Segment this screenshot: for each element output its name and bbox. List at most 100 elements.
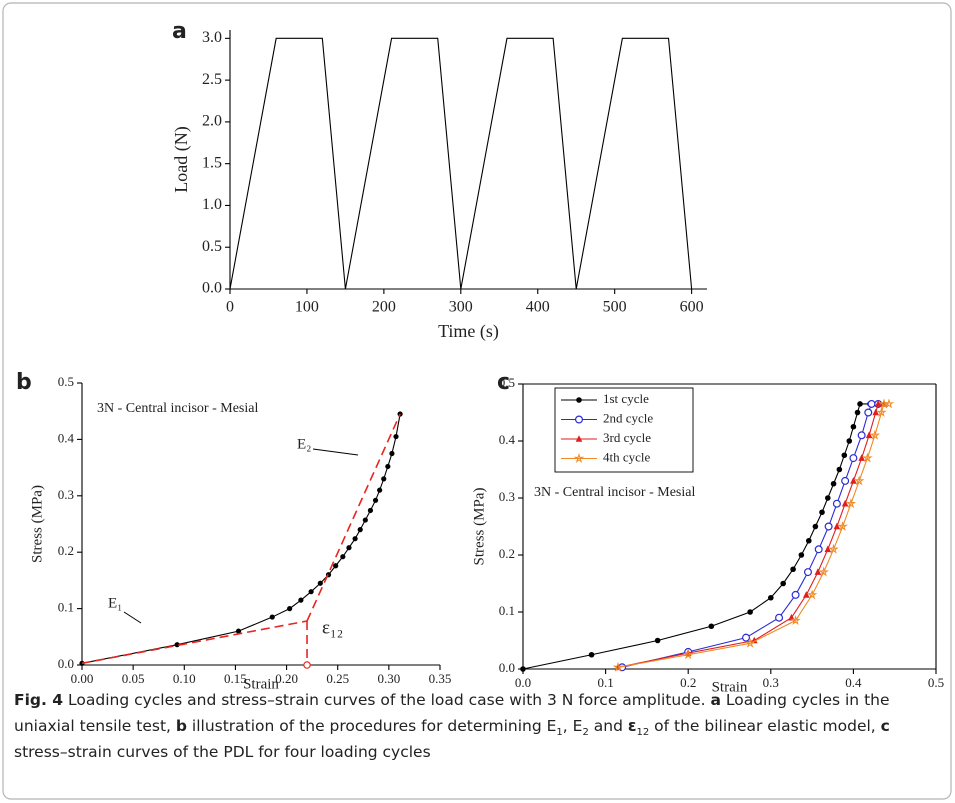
marker — [742, 633, 751, 642]
marker — [824, 522, 833, 531]
caption-text: b — [175, 717, 187, 735]
x-tick-label: 0.2 — [680, 675, 696, 690]
caption-text: 12 — [636, 727, 650, 739]
marker — [708, 623, 715, 630]
marker — [867, 399, 876, 408]
series-line — [617, 403, 889, 668]
marker — [803, 568, 812, 577]
marker — [876, 407, 887, 417]
marker — [747, 609, 753, 615]
marker — [333, 563, 339, 569]
legend-label: 4th cycle — [603, 449, 651, 464]
x-tick-label: 0.30 — [377, 671, 400, 686]
y-tick-label: 2.5 — [202, 71, 222, 88]
caption-text: ε — [627, 717, 637, 735]
legend-marker — [573, 452, 585, 463]
marker — [367, 507, 374, 514]
series-line — [229, 37, 693, 290]
x-tick-label: 0.3 — [763, 675, 779, 690]
x-tick-label: 0.05 — [122, 671, 145, 686]
y-tick-label: 3.0 — [202, 29, 222, 46]
y-tick-label: 0.3 — [58, 487, 74, 502]
marker — [828, 543, 839, 554]
caption-text: 2 — [582, 727, 589, 739]
marker — [854, 409, 861, 416]
x-tick-label: 0.00 — [71, 671, 94, 686]
y-tick-label: 0.5 — [202, 238, 222, 255]
x-tick-label: 0.20 — [275, 671, 298, 686]
marker — [830, 480, 837, 487]
marker — [287, 606, 293, 612]
marker — [790, 566, 796, 573]
x-tick-label: 0.4 — [845, 675, 862, 690]
marker — [818, 566, 829, 577]
marker — [588, 651, 595, 658]
caption: Fig. 4 Loading cycles and stress–strain … — [14, 687, 944, 765]
marker — [303, 661, 311, 669]
x-tick-label: 600 — [680, 298, 704, 315]
marker — [235, 628, 242, 634]
marker — [836, 466, 843, 473]
marker — [832, 499, 841, 508]
marker — [803, 591, 810, 598]
marker — [837, 520, 848, 531]
marker — [682, 649, 694, 660]
marker — [824, 545, 832, 553]
series-line — [81, 413, 401, 664]
marker — [389, 450, 395, 457]
marker — [857, 401, 863, 407]
marker — [872, 408, 880, 416]
y-tick-label: 0.0 — [58, 656, 74, 671]
y-tick-label: 0.4 — [58, 430, 75, 445]
series-line — [81, 620, 308, 665]
panel-letter: a — [172, 19, 187, 44]
marker — [790, 615, 801, 625]
x-tick-label: 0.10 — [173, 671, 196, 686]
legend-label: 3rd cycle — [603, 430, 651, 445]
x-tick-label: 200 — [372, 298, 396, 315]
caption-text: of the bilinear elastic model, — [649, 717, 881, 735]
marker — [269, 614, 275, 620]
marker — [377, 487, 383, 493]
x-tick-label: 0.25 — [326, 671, 349, 686]
annotation-arrow — [312, 448, 359, 456]
y-axis-label: Stress (MPa) — [29, 485, 45, 563]
y-tick-label: 0.0 — [499, 660, 515, 675]
y-tick-label: 0.1 — [499, 603, 515, 618]
marker — [744, 637, 756, 648]
marker — [798, 552, 805, 558]
y-tick-label: 0.5 — [499, 375, 515, 390]
marker — [791, 590, 800, 599]
caption-text: Loading cycles in the uniaxial tensile t… — [14, 691, 890, 735]
marker — [812, 523, 819, 530]
marker — [862, 452, 873, 463]
marker — [814, 568, 822, 575]
marker — [850, 423, 857, 430]
caption-text: a — [710, 691, 721, 709]
marker — [385, 463, 391, 470]
x-tick-label: 0.0 — [515, 675, 531, 690]
annotation: 3N - Central incisor - Mesial — [534, 485, 695, 500]
marker — [357, 527, 363, 533]
legend-label: 1st cycle — [603, 391, 649, 406]
marker — [850, 477, 857, 484]
marker — [833, 522, 841, 530]
legend-marker — [574, 415, 583, 424]
y-tick-label: 1.0 — [202, 196, 222, 213]
caption-text: 1 — [556, 727, 563, 739]
marker — [857, 431, 866, 440]
marker — [352, 536, 358, 542]
annotation-arrow — [123, 611, 142, 624]
x-tick-label: 0.5 — [928, 675, 944, 690]
marker — [174, 642, 180, 648]
panel-letter: c — [497, 370, 510, 395]
y-tick-label: 0.1 — [58, 600, 74, 615]
legend-marker — [575, 435, 583, 442]
y-tick-label: 0.3 — [499, 489, 515, 504]
y-tick-label: 2.0 — [202, 113, 222, 130]
marker — [393, 433, 399, 440]
caption-text: c — [880, 717, 890, 735]
marker — [381, 476, 387, 482]
marker — [362, 517, 368, 523]
